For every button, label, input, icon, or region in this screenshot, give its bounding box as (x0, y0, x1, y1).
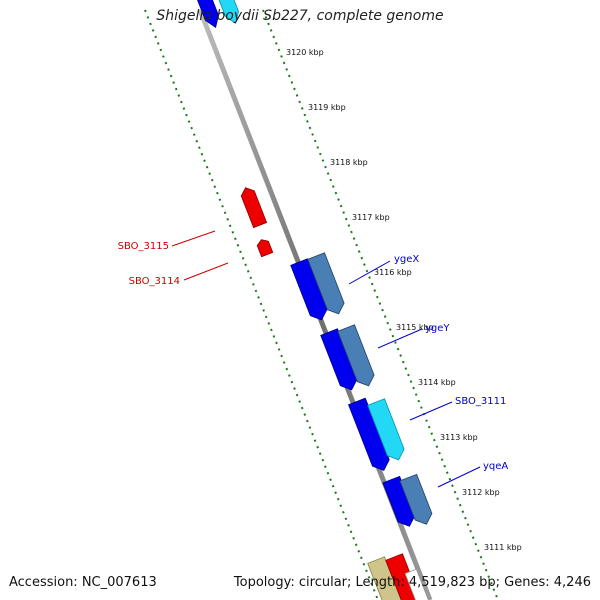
forward-gene-arrow[interactable] (367, 398, 407, 463)
forward-gene-arrow[interactable] (399, 473, 435, 527)
gene-label-SBO_3114: SBO_3114 (129, 276, 180, 287)
scale-tick-label: 3111 kbp (484, 543, 522, 552)
scale-ticks: 3120 kbp 3119 kbp 3118 kbp 3117 kbp 3116 kbp… (286, 48, 522, 552)
features (194, 0, 436, 600)
genome-title: Shigella boydii Sb227, complete genome (156, 8, 444, 24)
scale-tick-label: 3113 kbp (440, 433, 478, 442)
gene-label-yqeA: yqeA (483, 461, 508, 472)
gene-label-ygeX: ygeX (394, 254, 419, 265)
scale-tick-label: 3117 kbp (352, 213, 390, 222)
forward-gene-arrow[interactable] (367, 556, 411, 600)
forward-gene-arrow[interactable] (194, 0, 223, 30)
inner-scale-line (144, 9, 379, 600)
scale-tick-label: 3115 kbp (396, 323, 434, 332)
scale-tick-label: 3118 kbp (330, 158, 368, 167)
scale-tick-label: 3116 kbp (374, 268, 412, 277)
gene-label-SBO_3115: SBO_3115 (118, 241, 169, 252)
gene-leader-lines (171, 230, 481, 488)
forward-gene-arrow[interactable] (337, 324, 377, 389)
scale-tick-label: 3114 kbp (418, 378, 456, 387)
reverse-gene-arrow[interactable] (256, 238, 274, 258)
forward-gene-arrow[interactable] (214, 0, 243, 26)
accession-label: Accession: NC_007613 (9, 575, 157, 590)
gene-label-ygeY: ygeY (425, 323, 450, 334)
forward-gene-arrow[interactable] (307, 252, 347, 317)
genome-summary-label: Topology: circular; Length: 4,519,823 bp… (233, 575, 591, 590)
scale-tick-label: 3119 kbp (308, 103, 346, 112)
reverse-gene-arrow[interactable] (239, 185, 268, 229)
outer-scale-line (262, 9, 499, 600)
scale-tick-label: 3112 kbp (462, 488, 500, 497)
forward-gene-arrow[interactable] (404, 568, 436, 600)
scale-tick-label: 3120 kbp (286, 48, 324, 57)
gene-label-SBO_3111: SBO_3111 (455, 396, 506, 407)
